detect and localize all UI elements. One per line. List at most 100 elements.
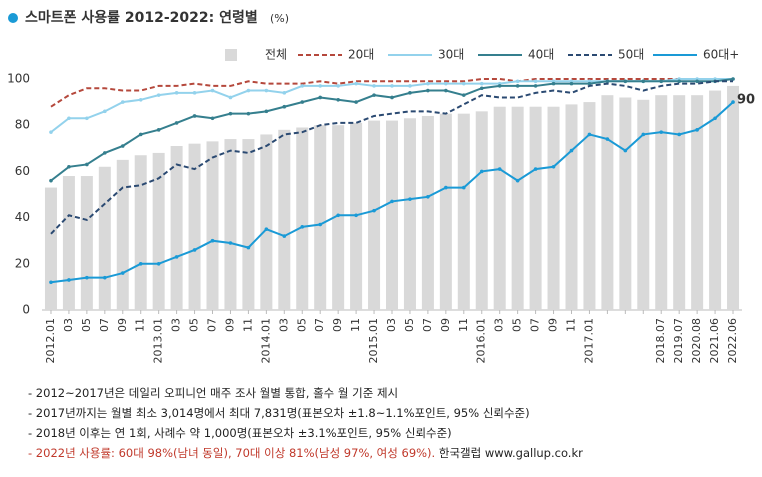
point (659, 79, 664, 84)
x-tick-label: 07 (421, 318, 434, 332)
point (300, 100, 305, 104)
legend-label: 전체 (265, 48, 287, 62)
note-segment: - 2022년 사용률: 60대 98%(남녀 동일), 70대 이상 81%(… (28, 446, 435, 460)
x-tick-label: 2013.01 (152, 318, 165, 364)
point (228, 241, 233, 245)
point (372, 208, 376, 213)
bar (44, 187, 57, 310)
note: - 2012~2017년은 데일리 오피니언 매주 조사 월별 통합, 홀수 월… (28, 386, 398, 400)
point (246, 111, 251, 116)
point (354, 81, 358, 86)
point (300, 225, 305, 229)
point (551, 164, 556, 169)
point (695, 79, 699, 84)
point (49, 280, 53, 285)
bar (206, 141, 219, 310)
point (390, 84, 394, 88)
point (103, 151, 107, 155)
point (587, 132, 592, 137)
note: - 2017년까지는 월별 최소 3,014명에서 최대 7,831명(표본오차… (28, 406, 530, 420)
point (174, 91, 179, 95)
bar (188, 143, 201, 310)
bar (332, 125, 345, 310)
point (85, 162, 89, 167)
point (623, 79, 628, 84)
point (192, 248, 197, 252)
note-segment: - 2012~2017년은 데일리 오피니언 매주 조사 월별 통합, 홀수 월… (28, 386, 398, 400)
bar (242, 139, 255, 310)
x-tick-label: 11 (241, 318, 254, 332)
bar (439, 113, 452, 311)
bar (134, 155, 147, 310)
point (372, 84, 376, 88)
point (731, 100, 735, 104)
bar (152, 152, 165, 310)
bar (673, 95, 686, 310)
point (246, 245, 251, 250)
x-tick-label: 03 (277, 318, 290, 332)
point (210, 238, 215, 243)
point (444, 88, 448, 93)
legend-label: 20대 (348, 48, 374, 62)
note: - 2018년 이후는 연 1회, 사례수 약 1,000명(표본오차 ±3.1… (28, 426, 452, 440)
bar (62, 176, 75, 310)
x-tick-label: 09 (223, 318, 236, 332)
point (533, 79, 538, 84)
point (336, 97, 340, 102)
x-tick-label: 05 (80, 318, 93, 332)
point (731, 77, 735, 81)
note: - 2022년 사용률: 60대 98%(남녀 동일), 70대 이상 81%(… (28, 446, 583, 460)
point (641, 79, 646, 84)
point (677, 79, 681, 84)
point (282, 234, 287, 238)
point (695, 128, 699, 132)
bar (457, 113, 470, 311)
bar (475, 111, 488, 310)
note-segment: - 2018년 이후는 연 1회, 사례수 약 1,000명(표본오차 ±3.1… (28, 426, 452, 440)
x-tick-label: 09 (331, 318, 344, 332)
point (49, 178, 53, 183)
point (156, 93, 161, 97)
bar (116, 159, 129, 310)
point (138, 262, 143, 266)
x-tick-label: 05 (188, 318, 201, 332)
point (533, 167, 538, 171)
bar (709, 90, 722, 310)
point (192, 114, 197, 118)
point (408, 91, 412, 95)
point (282, 104, 287, 109)
bar (583, 102, 596, 310)
bar (314, 125, 327, 310)
point (551, 81, 556, 86)
point (282, 91, 287, 95)
chart-title: 스마트폰 사용률 2012-2022: 연령별 (25, 9, 258, 26)
note-segment: 한국갤럽 www.gallup.co.kr (435, 446, 583, 460)
point (390, 95, 394, 100)
point (138, 97, 143, 102)
point (246, 88, 251, 93)
point (623, 148, 628, 153)
point (479, 169, 484, 174)
x-tick-label: 03 (493, 318, 506, 332)
point (120, 144, 125, 148)
point (318, 222, 323, 227)
point (264, 227, 269, 231)
point (210, 88, 215, 93)
point (444, 185, 448, 190)
y-tick-label: 80 (15, 118, 30, 132)
bar (547, 106, 560, 310)
x-tick-label: 07 (529, 318, 542, 332)
point (336, 84, 340, 88)
point (461, 93, 466, 97)
x-tick-label: 07 (313, 318, 326, 332)
point (264, 88, 269, 93)
y-tick-label: 40 (15, 210, 30, 224)
point (444, 81, 448, 86)
point (497, 84, 502, 88)
bar (386, 120, 398, 310)
bar (637, 99, 650, 310)
x-tick-label: 2021.06 (708, 318, 721, 364)
bar (403, 118, 416, 311)
point (67, 164, 71, 169)
x-tick-label: 2012.01 (44, 318, 57, 364)
